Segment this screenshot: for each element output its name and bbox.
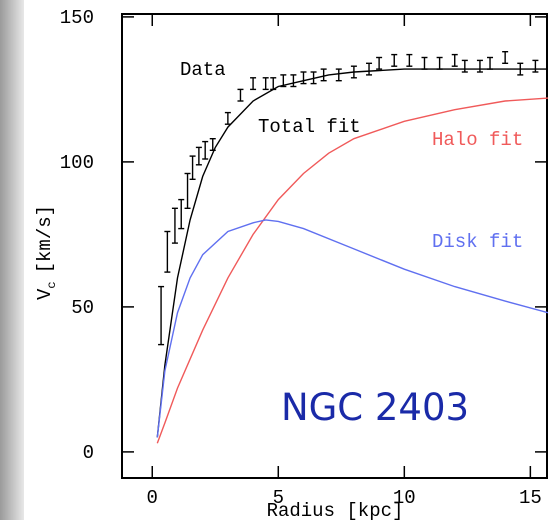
error-bar: [376, 56, 383, 70]
y-tick-label: 100: [60, 152, 94, 174]
x-tick-label: 0: [147, 487, 158, 509]
error-bar: [502, 51, 509, 64]
chart-title: NGC 2403: [281, 386, 469, 429]
error-bar: [476, 59, 483, 73]
error-bar: [178, 198, 185, 230]
legend-label: Total fit: [258, 116, 361, 138]
legend-label: Halo fit: [432, 129, 523, 151]
side-shade: [0, 0, 24, 520]
error-bar: [237, 88, 244, 102]
fit-line: [156, 68, 548, 438]
error-bar: [300, 71, 307, 85]
error-bar: [320, 68, 327, 82]
fit-line: [156, 219, 548, 438]
error-bar: [158, 285, 165, 346]
y-axis-label-main: V: [34, 288, 56, 300]
error-bar: [436, 56, 443, 70]
error-bar: [451, 53, 458, 67]
x-tick-label: 5: [273, 487, 284, 509]
error-bar: [184, 172, 191, 210]
y-axis-label-unit: [km/s]: [34, 205, 56, 273]
error-bar: [250, 77, 257, 91]
y-axis-label-subscript: c: [45, 281, 59, 288]
error-bar: [391, 53, 398, 67]
error-bar: [195, 146, 202, 166]
y-axis-label: Vc [km/s]: [34, 205, 59, 300]
legend-label: Disk fit: [432, 231, 523, 253]
error-bar: [366, 62, 373, 76]
error-bar: [171, 207, 178, 244]
legend-label: Data: [180, 59, 226, 81]
fit-line: [156, 97, 548, 444]
error-bar: [262, 77, 269, 91]
error-bar: [421, 56, 428, 70]
y-tick-label: 150: [60, 7, 94, 29]
error-bar: [532, 59, 539, 73]
error-bar: [189, 155, 196, 181]
y-tick-label: 50: [71, 297, 94, 319]
y-tick-label: 0: [83, 442, 94, 464]
error-bar: [406, 53, 413, 67]
error-bar: [461, 59, 468, 73]
x-axis-label: Radius [kpc]: [267, 500, 404, 520]
plot-frame: [121, 13, 548, 479]
x-tick-label: 10: [393, 487, 416, 509]
error-bar: [335, 68, 342, 82]
x-tick-label: 15: [519, 487, 542, 509]
error-bar: [202, 140, 209, 160]
error-bar: [290, 74, 297, 88]
error-bar: [164, 230, 171, 273]
error-bar: [224, 111, 231, 125]
error-bar: [487, 56, 494, 70]
